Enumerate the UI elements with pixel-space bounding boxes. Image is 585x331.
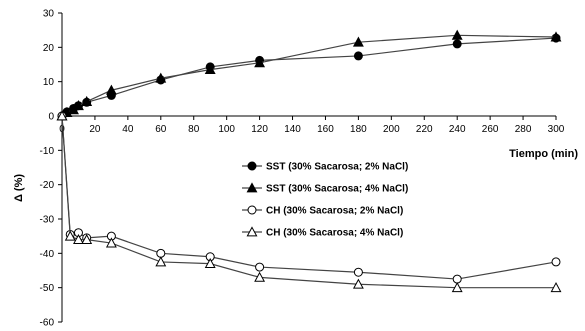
data-point [352, 278, 364, 289]
data-point [255, 262, 265, 272]
x-tick-label: 180 [350, 124, 367, 135]
data-point [105, 84, 117, 95]
data-point [550, 282, 562, 293]
series-group [56, 29, 562, 293]
legend-item: SST (30% Sacarosa; 4% NaCl) [242, 182, 408, 195]
x-tick-label: 260 [482, 124, 499, 135]
series-line [61, 115, 557, 280]
legend-label: CH (30% Sacarosa; 4% NaCl) [266, 228, 403, 239]
data-point [451, 282, 463, 293]
data-point [204, 63, 216, 75]
data-point [254, 271, 266, 282]
data-point [353, 51, 363, 61]
data-point [452, 274, 462, 284]
legend-marker [246, 182, 258, 193]
y-axis-label: Δ (%) [13, 174, 25, 202]
data-point [155, 256, 167, 267]
y-tick-label: -30 [40, 215, 55, 226]
x-tick-label: 160 [317, 124, 334, 135]
series-2 [56, 29, 562, 121]
series-line [61, 34, 557, 117]
y-tick-label: -40 [40, 249, 55, 260]
legend-marker [247, 161, 257, 171]
y-tick-label: 10 [43, 77, 55, 88]
data-point [452, 39, 462, 49]
legend: SST (30% Sacarosa; 2% NaCl) SST (30% Saca… [242, 161, 408, 239]
data-point [81, 233, 93, 245]
legend-marker [246, 226, 258, 237]
y-tick-label: -50 [40, 283, 55, 294]
legend-label: CH (30% Sacarosa; 2% NaCl) [266, 206, 403, 217]
data-point [105, 237, 117, 248]
y-tick-label: -20 [40, 180, 55, 191]
x-tick-label: 300 [548, 124, 565, 135]
y-tick-label: -60 [40, 318, 55, 329]
x-tick-label: 60 [155, 124, 167, 135]
y-tick-label: 0 [48, 112, 54, 123]
data-point [204, 257, 216, 269]
x-tick-label: 40 [122, 124, 134, 135]
data-point [551, 257, 561, 267]
data-point [56, 110, 68, 121]
y-tick-label: 20 [43, 43, 55, 54]
x-tick-label: 20 [89, 124, 101, 135]
x-tick-label: 80 [188, 124, 200, 135]
data-point [155, 72, 167, 83]
legend-label: SST (30% Sacarosa; 2% NaCl) [266, 162, 408, 173]
x-tick-label: 100 [218, 124, 235, 135]
data-point [451, 29, 463, 40]
series-3 [57, 111, 561, 284]
x-tick-label: 140 [284, 124, 301, 135]
data-point [550, 31, 562, 42]
data-point [353, 267, 363, 277]
x-tick-label: 0 [59, 124, 65, 135]
x-tick-label: 200 [383, 124, 400, 135]
data-point [254, 57, 266, 68]
x-tick-label: 120 [251, 124, 268, 135]
legend-label: SST (30% Sacarosa; 4% NaCl) [266, 184, 408, 195]
data-point [352, 36, 364, 47]
data-point [73, 100, 84, 111]
x-tick-label: 220 [416, 124, 433, 135]
data-point [64, 230, 76, 241]
y-tick-label: -10 [40, 146, 55, 157]
legend-marker [247, 205, 257, 215]
legend-item: CH (30% Sacarosa; 2% NaCl) [242, 205, 403, 217]
data-point [156, 248, 166, 258]
series-1 [57, 33, 561, 121]
series-line [61, 37, 557, 117]
data-point [81, 95, 93, 106]
legend-item: SST (30% Sacarosa; 2% NaCl) [242, 161, 408, 173]
series-line [61, 115, 556, 289]
x-tick-label: 240 [449, 124, 466, 135]
legend-item: CH (30% Sacarosa; 4% NaCl) [242, 226, 403, 239]
x-tick-label: 280 [515, 124, 532, 135]
data-point [73, 233, 84, 245]
series-4 [56, 110, 562, 293]
x-axis-label: Tiempo (min) [509, 148, 578, 160]
y-tick-label: 30 [43, 9, 55, 20]
